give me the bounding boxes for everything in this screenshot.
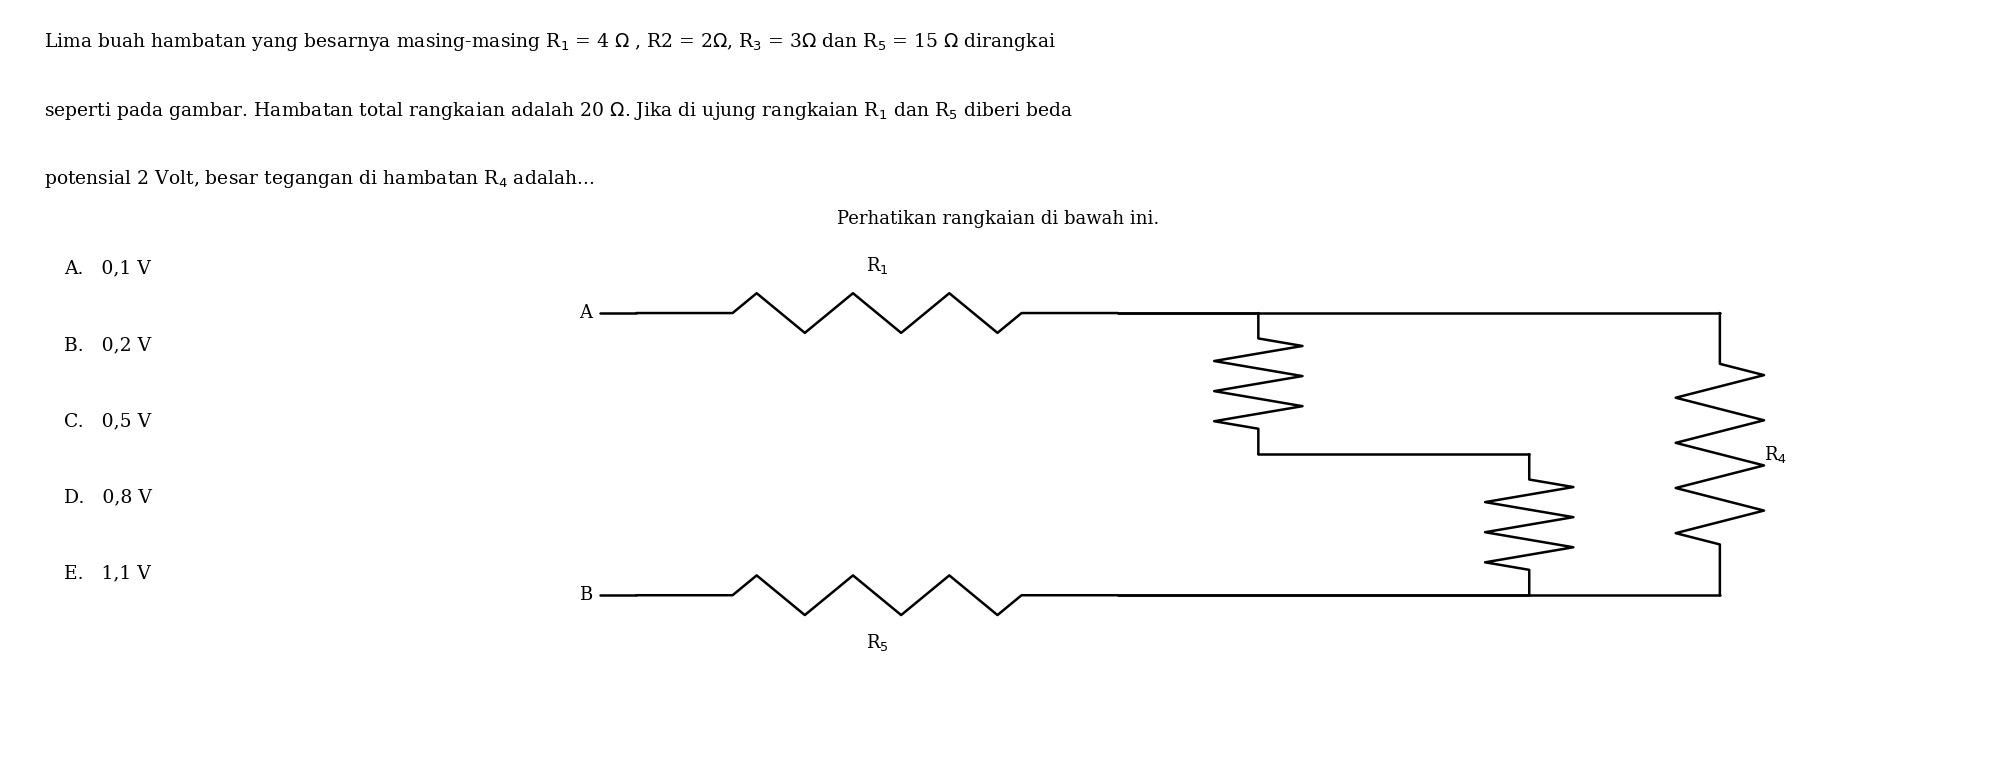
Text: Perhatikan rangkaian di bawah ini.: Perhatikan rangkaian di bawah ini. [836,210,1158,228]
Text: D.   0,8 V: D. 0,8 V [64,489,153,507]
Text: R$_5$: R$_5$ [866,632,888,653]
Text: E.   1,1 V: E. 1,1 V [64,564,151,583]
Text: R$_1$: R$_1$ [866,255,888,277]
Text: B.   0,2 V: B. 0,2 V [64,336,151,354]
Text: R$_4$: R$_4$ [1762,443,1786,465]
Text: C.   0,5 V: C. 0,5 V [64,412,151,430]
Text: A: A [578,304,592,322]
Text: Lima buah hambatan yang besarnya masing-masing R$_1$ = 4 $\Omega$ , R2 = 2$\Omeg: Lima buah hambatan yang besarnya masing-… [44,31,1055,53]
Text: potensial 2 Volt, besar tegangan di hambatan R$_4$ adalah...: potensial 2 Volt, besar tegangan di hamb… [44,168,594,190]
Text: A.   0,1 V: A. 0,1 V [64,260,151,278]
Text: seperti pada gambar. Hambatan total rangkaian adalah 20 $\Omega$. Jika di ujung : seperti pada gambar. Hambatan total rang… [44,99,1073,122]
Text: B: B [578,586,592,604]
